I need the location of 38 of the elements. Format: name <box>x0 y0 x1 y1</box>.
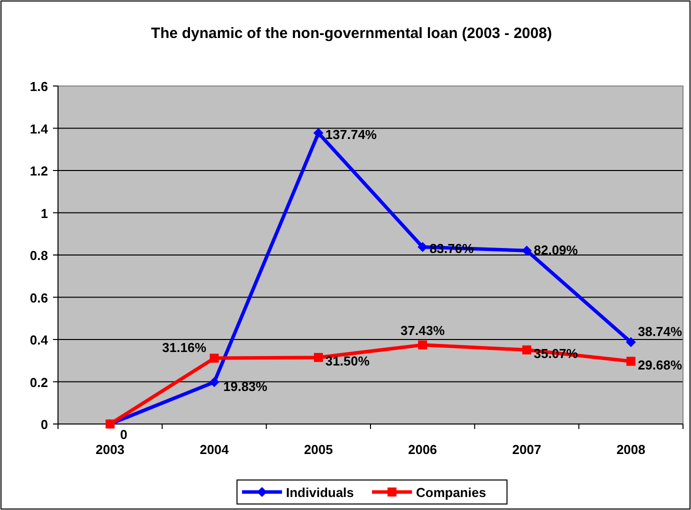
data-label: 38.74% <box>638 324 682 340</box>
point <box>313 128 324 138</box>
data-label: 0 <box>120 427 128 442</box>
x-tick-label: 2004 <box>200 442 230 457</box>
x-tick-label: 2008 <box>616 442 646 457</box>
point <box>210 354 219 363</box>
y-tick-label: 1.6 <box>30 79 48 94</box>
point <box>626 356 636 366</box>
y-tick-label: 0.6 <box>30 290 48 306</box>
y-tick-label: 1.2 <box>30 164 48 178</box>
chart-title: The dynamic of the non-governmental loan (2003 - 2008) <box>151 25 552 42</box>
point <box>626 337 636 348</box>
data-label: 31.16% <box>162 340 207 356</box>
data-label: 82.09% <box>534 242 578 258</box>
point <box>522 345 532 354</box>
y-tick-label: 0.4 <box>30 332 49 348</box>
x-tick-label: 2006 <box>408 442 438 457</box>
data-label: 31.50% <box>325 353 370 368</box>
y-tick-label: 0 <box>40 417 48 432</box>
point <box>522 246 532 256</box>
y-tick-label: 0.8 <box>30 248 48 263</box>
data-label: 83.76% <box>430 241 474 256</box>
point <box>314 352 323 362</box>
y-tick-label: 1.4 <box>30 121 49 136</box>
legend-label: Companies <box>416 485 486 500</box>
point <box>209 377 220 388</box>
data-label: 37.43% <box>400 322 446 338</box>
data-label: 137.74% <box>325 127 378 142</box>
x-tick-label: 2007 <box>512 442 542 457</box>
point <box>418 340 428 350</box>
x-tick-label: 2005 <box>304 442 333 457</box>
legend-label: Individuals <box>286 485 354 500</box>
y-tick-label: 1 <box>40 206 48 221</box>
x-tick-label: 2003 <box>96 442 125 457</box>
data-label: 29.68% <box>638 357 682 372</box>
data-label: 35.07% <box>534 346 578 361</box>
y-tick-label: 0.2 <box>30 374 48 390</box>
data-label: 19.83% <box>223 379 268 394</box>
